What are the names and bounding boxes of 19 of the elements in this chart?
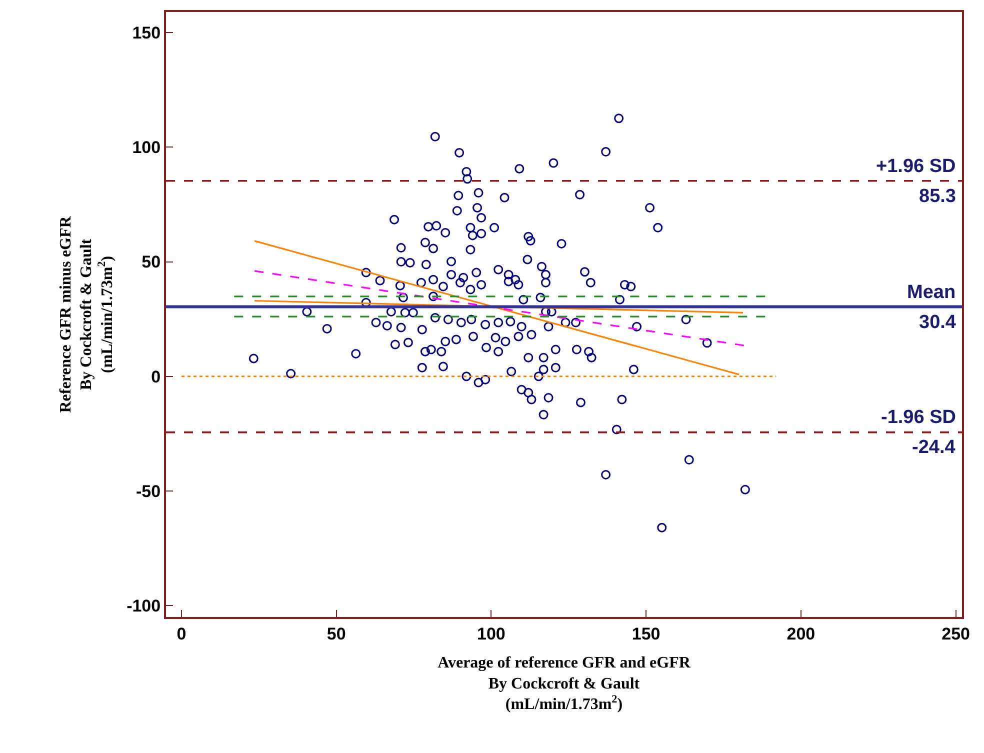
ref-line-label: Mean	[907, 282, 956, 303]
x-tick-label: 200	[786, 624, 816, 644]
y-tick-label: 150	[132, 24, 161, 43]
x-axis-title: Average of reference GFR and eGFR By Cockcroft & Gault (mL/min/1.73m$^{2}$)	[438, 654, 691, 714]
annotation: -24.4	[912, 437, 956, 458]
y-tick-label: 50	[142, 252, 161, 272]
x-tick-label: 100	[477, 624, 506, 644]
ref-line-label: +1.96 SD	[876, 156, 956, 177]
y-tick-label: 0	[151, 367, 161, 386]
y-tick-label: -100	[126, 596, 161, 616]
y-tick-label: -50	[136, 482, 161, 501]
x-tick-label: 150	[632, 624, 660, 644]
x-tick-label: 50	[326, 624, 346, 644]
annotation: 85.3	[919, 186, 956, 207]
x-tick-label: 0	[176, 624, 186, 644]
x-tick-label: 250	[942, 624, 970, 644]
y-tick-label: 100	[132, 138, 161, 158]
ref-line-label: -1.96 SD	[881, 407, 956, 428]
annotation: 30.4	[919, 312, 956, 333]
